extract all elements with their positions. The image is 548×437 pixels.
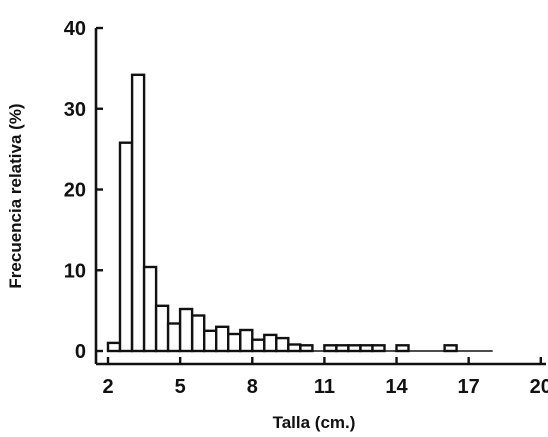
x-tick-label-8: 8	[247, 376, 258, 398]
histogram-bar-17	[299, 344, 314, 353]
y-tick-label-10: 10	[64, 260, 86, 282]
y-tick-label-0: 0	[75, 341, 86, 363]
histogram-bar-15	[275, 336, 290, 353]
histogram-bar-16	[287, 343, 302, 353]
histogram-bar-9	[202, 329, 218, 353]
histogram-bar-13	[251, 338, 266, 353]
histogram-bar-19	[335, 344, 350, 353]
histogram-bar-3	[130, 73, 146, 353]
x-tick-label-5: 5	[175, 376, 186, 398]
histogram-bar-20	[347, 344, 362, 353]
histogram-bar-11	[226, 332, 242, 353]
histogram-bar-1	[106, 341, 122, 353]
x-tick-label-14: 14	[385, 376, 408, 398]
histogram-bar-23	[395, 344, 410, 353]
histogram-bar-2	[118, 141, 134, 353]
histogram-bar-18	[323, 344, 338, 353]
histogram-bar-10	[214, 325, 230, 353]
bars-group	[106, 73, 458, 353]
ticks-group	[96, 26, 542, 364]
histogram-bar-8	[190, 314, 206, 353]
y-tick-label-30: 30	[64, 99, 86, 121]
x-tick-label-17: 17	[458, 376, 480, 398]
tick-labels-group: 0 10 20 30 40 2 5 8 11 14 17 20	[64, 18, 548, 398]
histogram-bar-5	[154, 304, 170, 353]
x-axis-label: Talla (cm.)	[273, 413, 356, 432]
histogram-bar-22	[371, 344, 386, 353]
y-tick-label-40: 40	[64, 18, 86, 40]
histogram-bar-4	[142, 265, 158, 353]
x-tick-label-20: 20	[530, 376, 548, 398]
histogram-bar-6	[166, 322, 182, 353]
y-axis-label: Frecuencia relativa (%)	[6, 103, 25, 288]
histogram-bar-12	[239, 328, 254, 353]
x-tick-label-2: 2	[102, 376, 113, 398]
histogram-bar-24	[443, 344, 458, 353]
histogram-bar-21	[359, 344, 374, 353]
histogram-bar-7	[178, 307, 194, 353]
y-tick-label-20: 20	[64, 180, 86, 202]
x-tick-label-11: 11	[314, 376, 335, 398]
histogram-bar-14	[263, 333, 278, 353]
